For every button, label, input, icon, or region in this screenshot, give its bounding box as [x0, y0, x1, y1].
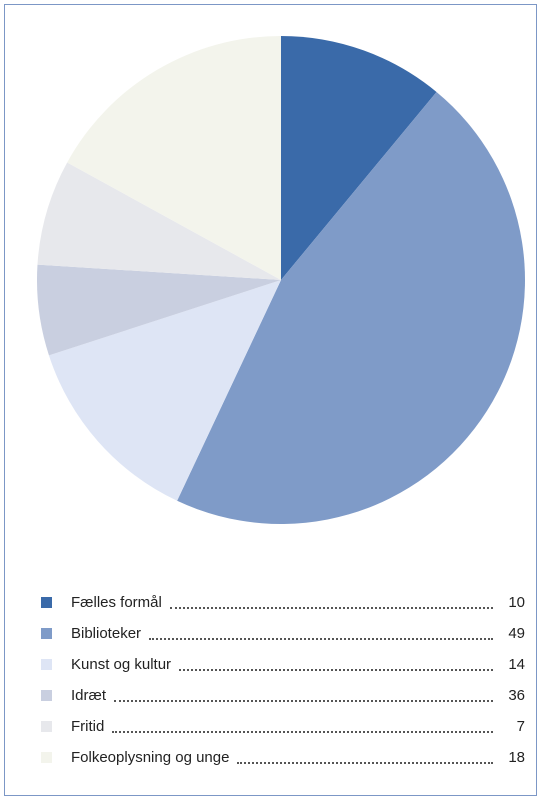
dot-leader — [149, 637, 493, 640]
chart-frame: Fælles formål 10 Biblioteker 49 Kunst og kul… — [4, 4, 537, 796]
legend-item: Fælles formål 10 — [41, 587, 525, 618]
legend-number: 36 — [508, 687, 525, 704]
legend-number: 18 — [508, 749, 525, 766]
legend-label: Fritid — [71, 718, 105, 735]
legend: Fælles formål 10 Biblioteker 49 Kunst og kul… — [41, 587, 525, 773]
legend-swatch — [41, 597, 52, 608]
legend-label: Folkeoplysning og unge — [71, 749, 230, 766]
dot-leader — [179, 668, 493, 671]
pie-slice — [36, 264, 281, 356]
legend-swatch — [41, 721, 52, 732]
legend-item: Biblioteker 49 — [41, 618, 525, 649]
legend-item: Kunst og kultur 14 — [41, 649, 525, 680]
pie-chart — [36, 36, 525, 525]
legend-swatch — [41, 659, 52, 670]
dot-leader — [114, 699, 493, 702]
legend-label: Idræt — [71, 687, 107, 704]
legend-number: 14 — [508, 656, 525, 673]
legend-item: Fritid 7 — [41, 711, 525, 742]
legend-item: Folkeoplysning og unge 18 — [41, 742, 525, 773]
legend-item: Idræt 36 — [41, 680, 525, 711]
pie-slice — [67, 36, 281, 280]
dot-leader — [237, 761, 493, 764]
legend-label: Fælles formål — [71, 594, 162, 611]
legend-label: Biblioteker — [71, 625, 142, 642]
legend-swatch — [41, 628, 52, 639]
dot-leader — [112, 730, 493, 733]
pie-slice — [281, 36, 437, 280]
pie-slice — [177, 91, 525, 525]
legend-number: 10 — [508, 594, 525, 611]
legend-swatch — [41, 690, 52, 701]
pie-slice — [48, 280, 281, 501]
legend-number: 49 — [508, 625, 525, 642]
legend-swatch — [41, 752, 52, 763]
pie-slice — [37, 162, 282, 280]
legend-label: Kunst og kultur — [71, 656, 172, 673]
dot-leader — [169, 606, 493, 609]
legend-number: 7 — [516, 718, 525, 735]
